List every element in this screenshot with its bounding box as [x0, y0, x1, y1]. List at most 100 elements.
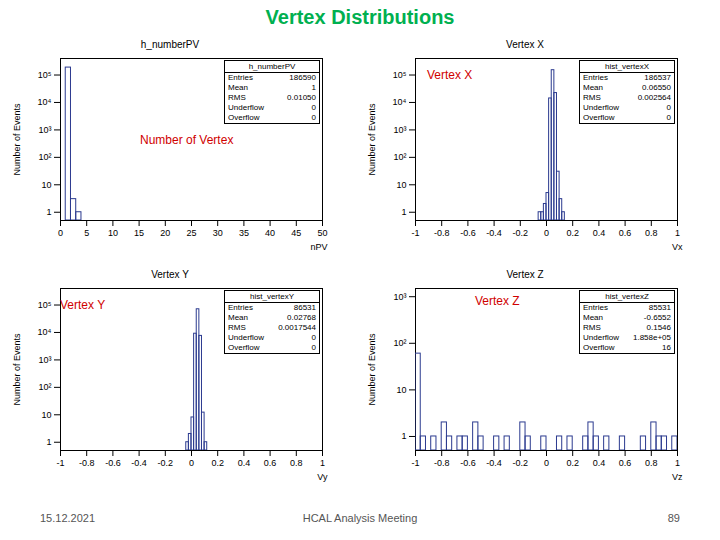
html-text:Underflow: Underflow — [228, 103, 264, 112]
svg-text:20: 20 — [160, 228, 170, 238]
svg-text:10²: 10² — [38, 382, 51, 392]
html-text:Vertex X: Vertex X — [506, 39, 544, 50]
svg-text:1: 1 — [675, 458, 680, 468]
html-text:89: 89 — [667, 512, 680, 524]
svg-text:Vx: Vx — [672, 242, 683, 252]
svg-text:10²: 10² — [38, 152, 51, 162]
svg-text:-1: -1 — [411, 458, 419, 468]
svg-text:0.4: 0.4 — [238, 458, 251, 468]
svg-text:0: 0 — [544, 458, 549, 468]
svg-text:0: 0 — [189, 458, 194, 468]
svg-text:nPV: nPV — [310, 242, 327, 252]
html-text:Vertex X: Vertex X — [427, 68, 473, 82]
html-text:h_numberPV: h_numberPV — [140, 39, 200, 50]
html-text:RMS: RMS — [583, 93, 601, 102]
svg-text:10²: 10² — [393, 338, 406, 348]
svg-text:Vz: Vz — [672, 472, 683, 482]
html-text:Entries: Entries — [583, 73, 608, 82]
svg-text:1: 1 — [46, 207, 51, 217]
html-text:HCAL Analysis Meeting: HCAL Analysis Meeting — [302, 512, 418, 524]
html-text:Mean: Mean — [228, 83, 248, 92]
svg-text:Number of Events: Number of Events — [12, 333, 22, 406]
svg-text:0.8: 0.8 — [645, 228, 658, 238]
svg-text:10⁴: 10⁴ — [38, 327, 52, 337]
svg-text:0.4: 0.4 — [593, 458, 606, 468]
html-text:RMS: RMS — [228, 93, 246, 102]
html-text:Vertex Y: Vertex Y — [60, 298, 106, 312]
svg-text:10⁴: 10⁴ — [38, 97, 52, 107]
svg-text:0.2: 0.2 — [566, 458, 579, 468]
svg-text:10: 10 — [396, 385, 406, 395]
svg-text:10³: 10³ — [38, 355, 51, 365]
svg-text:35: 35 — [239, 228, 249, 238]
svg-text:Vy: Vy — [317, 472, 328, 482]
svg-text:10: 10 — [41, 410, 51, 420]
svg-text:1: 1 — [46, 437, 51, 447]
svg-text:0.2: 0.2 — [211, 458, 224, 468]
svg-text:10: 10 — [396, 180, 406, 190]
svg-text:0.6: 0.6 — [619, 228, 632, 238]
svg-text:-0.2: -0.2 — [513, 228, 529, 238]
svg-text:50: 50 — [317, 228, 327, 238]
html-text:hist_vertexX: hist_vertexX — [605, 62, 649, 71]
svg-text:-0.2: -0.2 — [158, 458, 174, 468]
svg-text:Number of Events: Number of Events — [367, 103, 377, 176]
svg-text:-0.8: -0.8 — [434, 228, 450, 238]
html-text:Vertex Y: Vertex Y — [151, 269, 189, 280]
svg-text:0.8: 0.8 — [290, 458, 303, 468]
html-text:Vertex Z: Vertex Z — [506, 269, 544, 280]
svg-text:-1: -1 — [56, 458, 64, 468]
svg-text:40: 40 — [265, 228, 275, 238]
svg-text:-0.6: -0.6 — [460, 228, 476, 238]
svg-text:0: 0 — [544, 228, 549, 238]
svg-text:30: 30 — [213, 228, 223, 238]
html-text:0.01050: 0.01050 — [287, 93, 316, 102]
svg-text:-0.2: -0.2 — [513, 458, 529, 468]
svg-text:10: 10 — [41, 180, 51, 190]
svg-text:0.8: 0.8 — [645, 458, 658, 468]
svg-text:Number of Events: Number of Events — [12, 103, 22, 176]
svg-text:25: 25 — [186, 228, 196, 238]
html-text:186590: 186590 — [289, 73, 316, 82]
html-text:15.12.2021: 15.12.2021 — [40, 512, 96, 524]
svg-text:-0.8: -0.8 — [79, 458, 95, 468]
html-text:Number of Vertex: Number of Vertex — [140, 133, 234, 147]
svg-text:0.4: 0.4 — [593, 228, 606, 238]
svg-text:10⁵: 10⁵ — [38, 300, 52, 310]
svg-text:1: 1 — [675, 228, 680, 238]
html-text:Vertex Z: Vertex Z — [475, 294, 520, 308]
svg-text:10³: 10³ — [393, 125, 406, 135]
svg-text:0: 0 — [58, 228, 63, 238]
html-text:Mean: Mean — [583, 83, 603, 92]
html-text:Vertex Distributions: Vertex Distributions — [265, 6, 455, 28]
svg-text:5: 5 — [84, 228, 89, 238]
svg-text:1: 1 — [401, 431, 406, 441]
svg-text:10: 10 — [108, 228, 118, 238]
html-text:Entries: Entries — [228, 73, 253, 82]
svg-text:10²: 10² — [393, 152, 406, 162]
html-text:h_numberPV: h_numberPV — [248, 62, 296, 71]
svg-text:1: 1 — [401, 207, 406, 217]
svg-text:10⁵: 10⁵ — [38, 70, 52, 80]
svg-text:-0.4: -0.4 — [486, 228, 502, 238]
html-text:186537: 186537 — [644, 73, 671, 82]
html-text:0.06550: 0.06550 — [642, 83, 671, 92]
html-text:Overflow: Overflow — [228, 113, 260, 122]
svg-text:-0.6: -0.6 — [460, 458, 476, 468]
svg-text:Number of Events: Number of Events — [367, 333, 377, 406]
svg-text:0.2: 0.2 — [566, 228, 579, 238]
svg-text:1: 1 — [320, 458, 325, 468]
svg-text:15: 15 — [134, 228, 144, 238]
svg-text:0.6: 0.6 — [264, 458, 277, 468]
svg-text:-0.6: -0.6 — [105, 458, 121, 468]
svg-text:-0.8: -0.8 — [434, 458, 450, 468]
svg-text:10³: 10³ — [393, 292, 406, 302]
svg-text:-1: -1 — [411, 228, 419, 238]
svg-text:45: 45 — [291, 228, 301, 238]
svg-text:0.6: 0.6 — [619, 458, 632, 468]
svg-text:10³: 10³ — [38, 125, 51, 135]
svg-text:-0.4: -0.4 — [131, 458, 147, 468]
svg-text:10⁴: 10⁴ — [393, 97, 407, 107]
svg-text:-0.4: -0.4 — [486, 458, 502, 468]
svg-text:10⁵: 10⁵ — [393, 70, 407, 80]
